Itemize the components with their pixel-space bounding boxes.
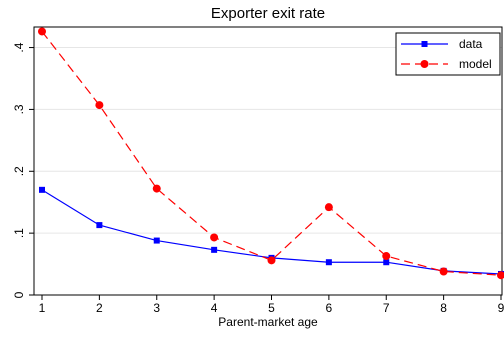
data-point-model [210,233,219,242]
data-point-model [152,184,161,193]
data-point-model [497,271,504,280]
x-tick-label: 9 [498,301,504,315]
data-point-model [439,267,448,276]
y-tick-label: .1 [12,228,26,238]
y-tick-label: .3 [12,104,26,114]
data-point-model [324,203,333,212]
data-point-model [38,27,46,36]
legend-marker-data [421,41,428,47]
data-point-data [325,259,332,266]
data-point-model [95,101,104,110]
data-point-data [211,246,218,253]
x-tick-label: 1 [39,301,46,315]
data-point-data [96,222,103,229]
legend: data model [395,32,501,76]
series-line-model [41,31,502,276]
data-point-data [383,259,390,266]
data-point-model [382,252,391,261]
plot-area: 0 .1 .2 .3 .4 1 2 3 4 5 6 7 8 9 data model [12,26,504,315]
data-point-model [267,256,276,265]
legend-label-model: model [459,57,492,71]
data-point-data [153,237,160,244]
x-tick-label: 4 [211,301,218,315]
chart-title: Exporter exit rate [211,5,325,22]
x-tick-label: 6 [326,301,333,315]
x-axis-title: Parent-market age [218,315,318,329]
legend-label-data: data [459,37,483,51]
y-tick-label: .2 [12,166,26,176]
y-tick-label: .4 [12,42,26,52]
plot-frame [33,26,503,296]
y-tick-label: 0 [12,291,26,298]
data-point-data [39,186,45,193]
x-tick-label: 7 [383,301,390,315]
x-tick-label: 3 [153,301,160,315]
x-tick-label: 8 [440,301,447,315]
x-tick-label: 5 [268,301,275,315]
legend-marker-model [420,60,429,68]
legend-box [395,32,501,76]
x-tick-label: 2 [96,301,103,315]
